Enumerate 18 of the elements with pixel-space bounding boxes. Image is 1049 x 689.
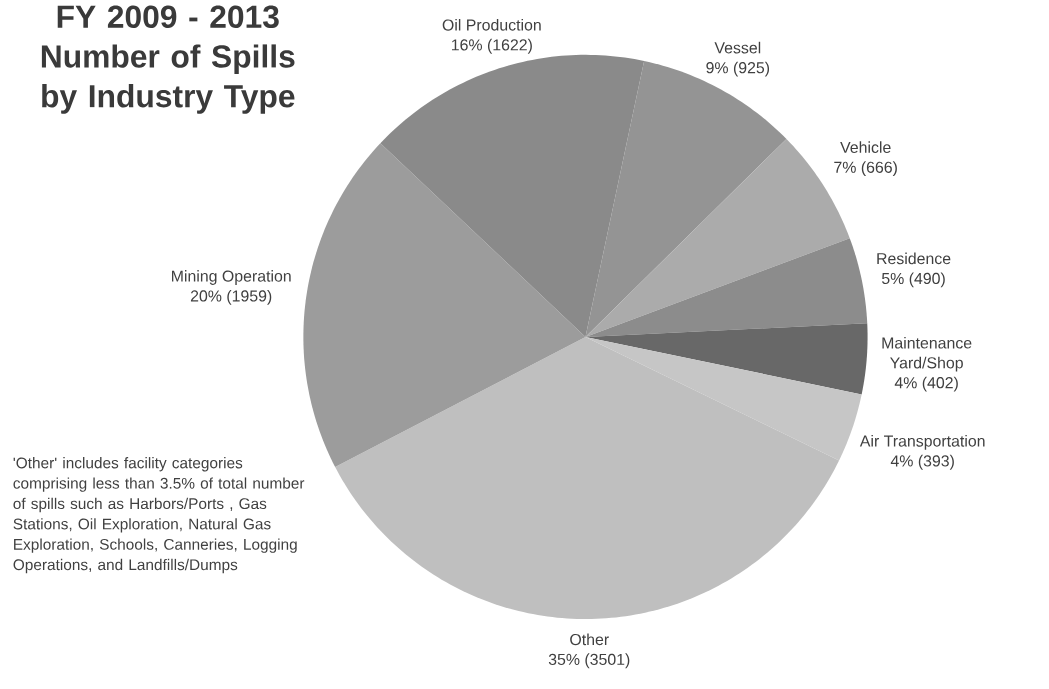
slice-label: Mining Operation — [172, 270, 291, 285]
data-label: 35% (3501) — [548, 653, 630, 669]
slice-label: Residence — [877, 252, 951, 265]
slice-label: Other — [570, 633, 609, 646]
data-label: 5% (490) — [881, 272, 945, 288]
data-label: 4% (393) — [890, 454, 954, 470]
data-label: 4% (402) — [894, 376, 958, 392]
slice-label: Vessel — [714, 41, 761, 54]
slice-label: Oil Production — [442, 19, 541, 31]
data-label: 20% (1959) — [190, 290, 272, 305]
data-label: 16% (1622) — [451, 38, 532, 54]
slice-label: Vehicle — [840, 141, 891, 154]
data-label: 9% (925) — [706, 61, 770, 77]
data-label: 7% (666) — [834, 161, 897, 177]
slice-label: Air Transportation — [859, 435, 985, 450]
text: 'Other' includes facility categories comprising less than 3.5% of total number of spills such as Harbors/Ports , Gas Stations, Oil Exploration, Natural Gas Exploration, Schools, Canneries, Logging Operations, and Landfills/Dumps — [13, 457, 305, 574]
slice-label: Maintenance Yard/Shop — [882, 337, 972, 372]
text: FY 2009 - 2013 Number of Spills by Industry Type — [41, 5, 295, 114]
